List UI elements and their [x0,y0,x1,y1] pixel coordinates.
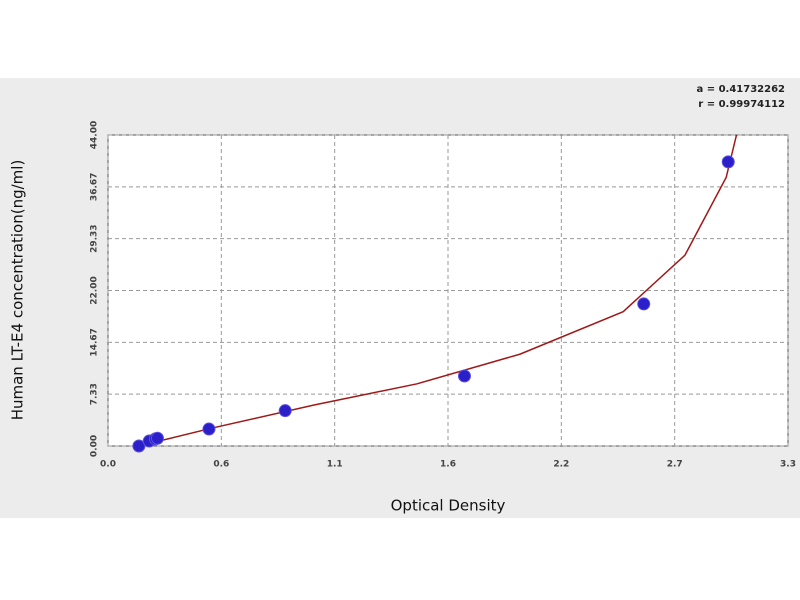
x-tick-label: 2.7 [667,460,683,470]
y-axis-title: Human LT-E4 concentration(ng/ml) [9,160,27,421]
x-tick-label: 0.6 [213,460,229,470]
x-tick-label: 0.0 [100,460,116,470]
data-point [278,404,292,418]
data-point [132,439,146,453]
y-tick-label: 7.33 [90,383,100,405]
data-point [202,422,216,436]
y-tick-label: 14.67 [90,328,100,356]
x-tick-label: 2.2 [553,460,569,470]
y-tick-label: 0.00 [90,435,100,457]
y-tick-label: 29.33 [90,224,100,252]
data-point [457,369,471,383]
x-tick-label: 3.3 [780,460,796,470]
x-axis-title: Optical Density [391,497,506,515]
x-tick-label: 1.1 [327,460,343,470]
data-point [721,155,735,169]
annotation: a = 0.41732262 [696,84,785,95]
data-point [637,297,651,311]
x-tick-label: 1.6 [440,460,456,470]
y-tick-label: 36.67 [90,173,100,201]
data-point [150,431,164,445]
annotation: r = 0.99974112 [698,99,785,110]
y-tick-label: 22.00 [90,276,100,304]
fit-curve [138,134,738,447]
y-tick-label: 44.00 [90,121,100,149]
